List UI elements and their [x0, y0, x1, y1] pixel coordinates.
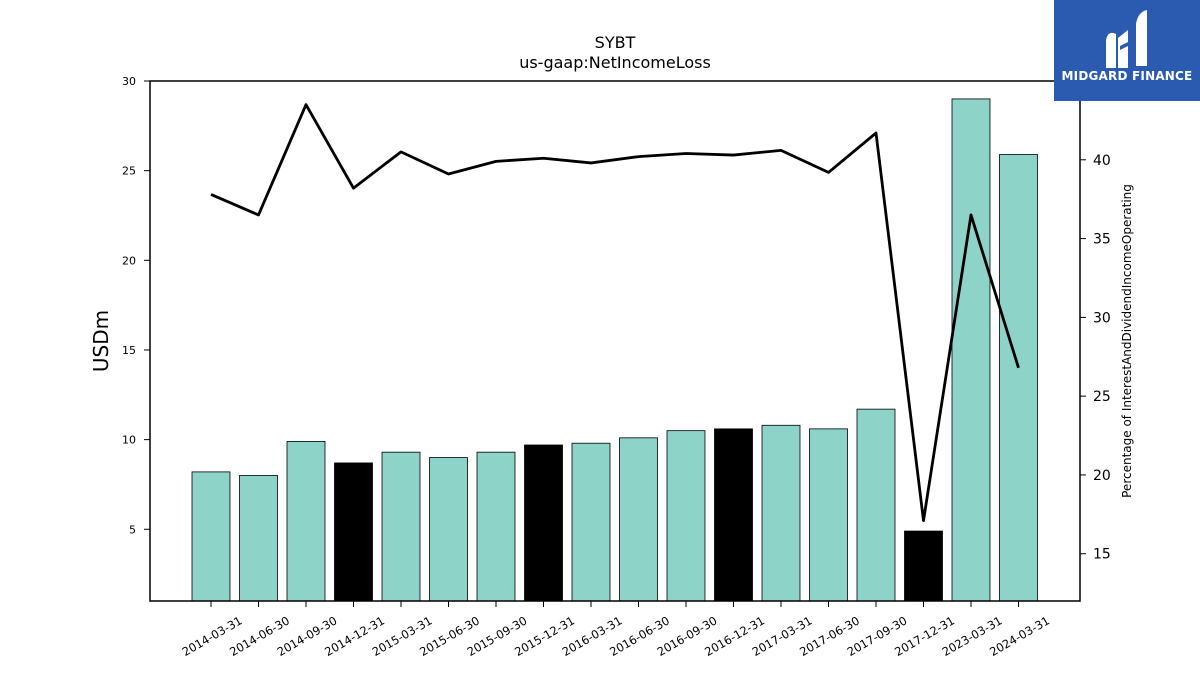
bar: [761, 424, 801, 602]
y-tick-label: 20: [122, 254, 136, 267]
y-axis-right: 15 20 25 30 35 40: [1080, 153, 1111, 563]
bar: [524, 444, 563, 602]
y2-tick-label: 20: [1093, 468, 1111, 484]
bar: [476, 451, 516, 602]
bars-layer: [191, 98, 1038, 602]
bar: [191, 471, 231, 602]
plot-frame: [149, 80, 1081, 602]
chart-subtitle: us-gaap:NetIncomeLoss: [519, 53, 711, 72]
bar: [334, 462, 373, 602]
x-axis: 2014-03-312014-06-302014-09-302014-12-31…: [180, 601, 1052, 659]
y-axis-left: 5 10 15 20 25 30: [122, 75, 150, 536]
y2-tick-label: 35: [1093, 232, 1111, 248]
bar: [904, 530, 943, 602]
bar: [429, 457, 468, 602]
y2-tick-label: 15: [1093, 547, 1111, 563]
bar: [619, 437, 658, 602]
bar: [571, 442, 611, 602]
y2-tick-label: 40: [1093, 153, 1111, 169]
brand-logo: MIDGARD FINANCE: [1054, 0, 1200, 101]
y-tick-label: 15: [122, 344, 136, 357]
bar: [856, 408, 896, 602]
bar: [666, 430, 706, 602]
line-layer: [210, 103, 1020, 523]
y2-tick-label: 30: [1093, 310, 1111, 326]
y-tick-label: 5: [129, 523, 136, 536]
logo-mark-icon: [1106, 10, 1147, 68]
y2-axis-label: Percentage of InterestAndDividendIncomeO…: [1120, 184, 1134, 498]
bar: [286, 441, 326, 602]
bar: [809, 428, 848, 602]
y-tick-label: 30: [122, 75, 136, 88]
bar: [999, 154, 1038, 602]
bar: [951, 98, 991, 602]
chart-title: SYBT: [595, 33, 636, 52]
y-tick-label: 10: [122, 434, 136, 447]
y2-tick-label: 25: [1093, 389, 1111, 405]
series-line: [210, 103, 1020, 523]
bar: [239, 475, 278, 602]
bar: [381, 451, 421, 602]
y-tick-label: 25: [122, 165, 136, 178]
logo-text: MIDGARD FINANCE: [1061, 69, 1193, 83]
bar: [714, 428, 753, 602]
y-axis-label: USDm: [89, 310, 113, 372]
